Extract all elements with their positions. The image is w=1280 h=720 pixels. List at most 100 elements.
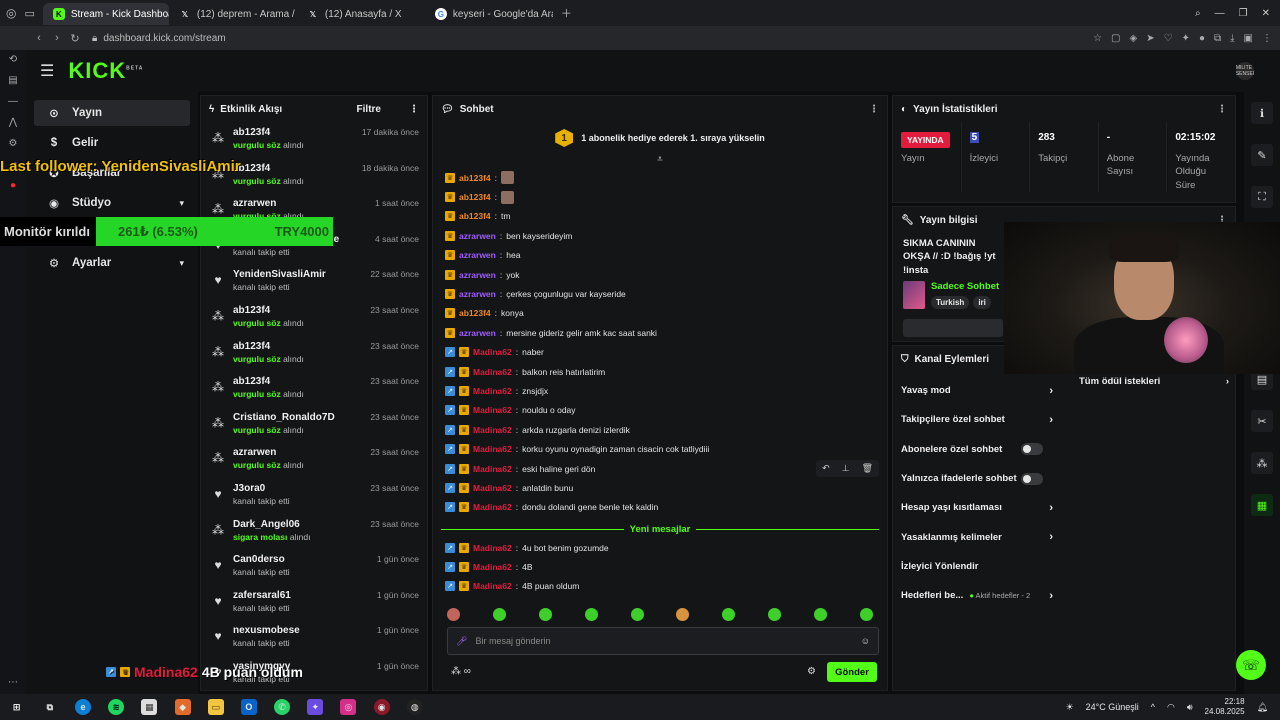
edit-icon[interactable]: ✎ — [1251, 144, 1273, 166]
notification-icon[interactable]: 🔔︎ — [1256, 701, 1268, 712]
activity-username[interactable]: ab123f4 — [233, 376, 271, 388]
wallet-icon[interactable]: ▣ — [1243, 32, 1253, 44]
chat-message[interactable]: ↗ ♛ Madina62: nouldu o oday — [433, 401, 887, 420]
activity-username[interactable]: zafersaral61 — [233, 589, 291, 601]
chat-message[interactable]: ↗ ♛ Madina62:4u bot benim gozumde — [433, 538, 887, 557]
channel-action-item[interactable]: Hedefleri be... ● Aktif hedefler - 2 › — [901, 589, 1053, 602]
activity-username[interactable]: Dark_Angel06 — [233, 518, 300, 530]
url-field[interactable]: 🔒︎ dashboard.kick.com/stream — [92, 33, 226, 44]
vpn-icon[interactable]: ● — [1198, 32, 1205, 44]
chat-message[interactable]: ♛ ab123f4: konya — [445, 308, 524, 319]
toggle-switch[interactable] — [1021, 443, 1043, 456]
chat-username[interactable]: Madina62 — [473, 463, 512, 474]
activity-username[interactable]: ab123f4 — [233, 340, 271, 352]
minimize-icon[interactable]: — — [1214, 7, 1225, 19]
chat-username[interactable]: Madina62 — [473, 405, 512, 416]
activity-item[interactable]: ♥ YenidenSivasliAmir kanalı takip etti 22 s… — [201, 264, 427, 300]
support-chat-button[interactable]: ☏ — [1236, 650, 1266, 680]
tag[interactable]: iri — [973, 295, 991, 309]
channel-action-item[interactable]: Abonelere özel sohbet — [893, 435, 1061, 464]
send-button[interactable]: Gönder — [827, 662, 877, 682]
forward-icon[interactable]: › — [55, 32, 59, 44]
chat-message[interactable]: ♛ azrarwen: yok — [445, 269, 520, 280]
screenshot-icon[interactable]: ▢ — [1111, 32, 1121, 44]
chat-username[interactable]: ab123f4 — [459, 308, 491, 319]
tab-x-home[interactable]: 𝕏 (12) Anasayfa / X — [297, 3, 425, 25]
chat-username[interactable]: azrarwen — [459, 230, 496, 241]
pin-icon[interactable]: ⊥ — [841, 463, 850, 473]
reader-icon[interactable]: ▤ — [8, 75, 18, 86]
clapper-icon[interactable]: ▦ — [1251, 494, 1273, 516]
whatsapp-icon[interactable]: ✆ — [274, 699, 291, 715]
chat-message[interactable]: ♛ ab123f4: — [433, 187, 887, 206]
chat-username[interactable]: Madina62 — [473, 385, 512, 396]
chat-username[interactable]: Madina62 — [473, 424, 512, 435]
activity-username[interactable]: ab123f4 — [233, 127, 271, 138]
chat-username[interactable]: Madina62 — [473, 444, 512, 455]
copilot-icon[interactable]: ✦ — [307, 699, 324, 715]
chat-message[interactable]: ↗ ♛ Madina62: eski haline geri dön — [433, 459, 887, 478]
chat-message[interactable]: ↗ ♛ Madina62:4B — [433, 557, 887, 576]
windows-start-icon[interactable]: ⊞ — [12, 701, 21, 712]
activity-item[interactable]: ♥ yasinymgyy kanalı takip etti 1 gün önce — [201, 656, 427, 690]
chat-message[interactable]: ↗ ♛ Madina62: dondu dolandi gene benle tek … — [433, 498, 887, 517]
activity-username[interactable]: azrarwen — [233, 198, 277, 210]
more-options-icon[interactable]: ⋮ — [1217, 214, 1227, 226]
chat-username[interactable]: Madina62 — [473, 581, 512, 592]
network-icon[interactable]: ◠ — [1166, 701, 1175, 712]
channel-action-item[interactable]: Yavaş mod › — [901, 384, 1053, 397]
nav-item-5[interactable]: ⚙ Ayarlar ▾ — [34, 250, 190, 276]
activity-item[interactable]: ♥ nexusmobese kanalı takip etti 1 gün önce — [201, 620, 427, 656]
kick-logo[interactable]: KICKBETA — [68, 58, 144, 83]
send-icon[interactable]: ➤ — [1146, 32, 1155, 44]
emote-icon[interactable] — [538, 608, 552, 621]
hamburger-menu-icon[interactable]: ☰ — [40, 63, 55, 80]
obs-icon[interactable]: ◉ — [373, 699, 390, 715]
info-icon[interactable]: ℹ — [1251, 102, 1273, 124]
browser-logo-icon[interactable]: ◎ — [6, 6, 17, 20]
activity-username[interactable]: Cristiano_Ronaldo7D — [233, 411, 335, 423]
tray-chevron-icon[interactable]: ^ — [1150, 702, 1155, 712]
delete-icon[interactable]: 🗑︎ — [861, 463, 873, 473]
clock[interactable]: 22:18 24.08.2025 — [1204, 696, 1245, 716]
activity-item[interactable]: ♥ zafersaral61 kanalı takip etti 1 gün önce — [201, 585, 427, 621]
chat-message[interactable]: ♛ azrarwen: hea — [445, 250, 521, 261]
youtube-icon[interactable]: ● — [9, 180, 17, 191]
more-options-icon[interactable]: ⋮ — [1217, 103, 1227, 115]
scroll-to-bottom-icon[interactable]: ⩡ — [657, 154, 663, 165]
new-tab-icon[interactable]: ＋ — [560, 8, 572, 20]
chat-message[interactable]: ♛ azrarwen: ben kayserideyim — [445, 230, 573, 241]
chat-username[interactable]: ab123f4 — [459, 211, 491, 222]
chat-username[interactable]: ab123f4 — [459, 172, 491, 183]
emote-icon[interactable] — [630, 608, 644, 621]
category-link[interactable]: Sadece Sohbet — [931, 280, 1000, 292]
chat-message[interactable]: ↗ ♛ Madina62: balkon reis hatırlatirim — [433, 362, 887, 381]
kick-sidebar-icon[interactable]: ⋀ — [8, 117, 18, 128]
tag[interactable]: Turkish — [931, 295, 970, 309]
chat-input[interactable]: 🎤︎ Bir mesaj gönderin ☺ — [447, 627, 879, 655]
channel-action-item[interactable]: Yalnızca ifadelerle sohbet — [893, 464, 1061, 493]
emote-icon[interactable] — [492, 608, 506, 621]
tab-list-icon[interactable]: ▭ — [24, 7, 35, 20]
chat-users-icon[interactable]: ⁂ ∞ — [451, 666, 471, 677]
nav-item-1[interactable]: $ Gelir — [34, 130, 190, 156]
activity-username[interactable]: yasinymgyy — [233, 660, 291, 672]
heart-icon[interactable]: ♡ — [1163, 32, 1173, 44]
chat-message[interactable]: ↗ ♛ Madina62: naber — [433, 343, 887, 362]
share-icon[interactable]: ⁂ — [1251, 452, 1273, 474]
chat-message[interactable]: ↗ ♛ Madina62:4B puan oldum — [433, 577, 887, 596]
chat-message[interactable]: ♛ ab123f4: — [433, 168, 887, 187]
tab-x-deprem[interactable]: 𝕏 (12) deprem - Arama / X — [169, 3, 297, 25]
chat-settings-icon[interactable]: ⚙ — [807, 666, 816, 677]
edit-info-button[interactable] — [903, 318, 1003, 337]
emote-icon[interactable] — [814, 608, 827, 621]
tab-google[interactable]: G keyseri - Google'da Ara — [425, 3, 553, 25]
activity-item[interactable]: ⁂ ab123f4 vurgulu söz alındı 23 saat önce — [201, 300, 427, 336]
nav-item-3[interactable]: ◉ Stüdyo ▾ — [34, 190, 190, 216]
download-icon[interactable]: ⤓ — [1230, 32, 1235, 44]
emote-icon[interactable] — [676, 608, 690, 621]
app-icon[interactable]: ◆ — [174, 699, 191, 715]
activity-item[interactable]: ⁂ Dark_Angel06 sigara molası alındı 23 saat… — [201, 514, 427, 550]
settings-icon[interactable]: ⚙ — [8, 138, 18, 149]
channel-action-item[interactable]: Yasaklanmış kelimeler › — [901, 531, 1053, 544]
